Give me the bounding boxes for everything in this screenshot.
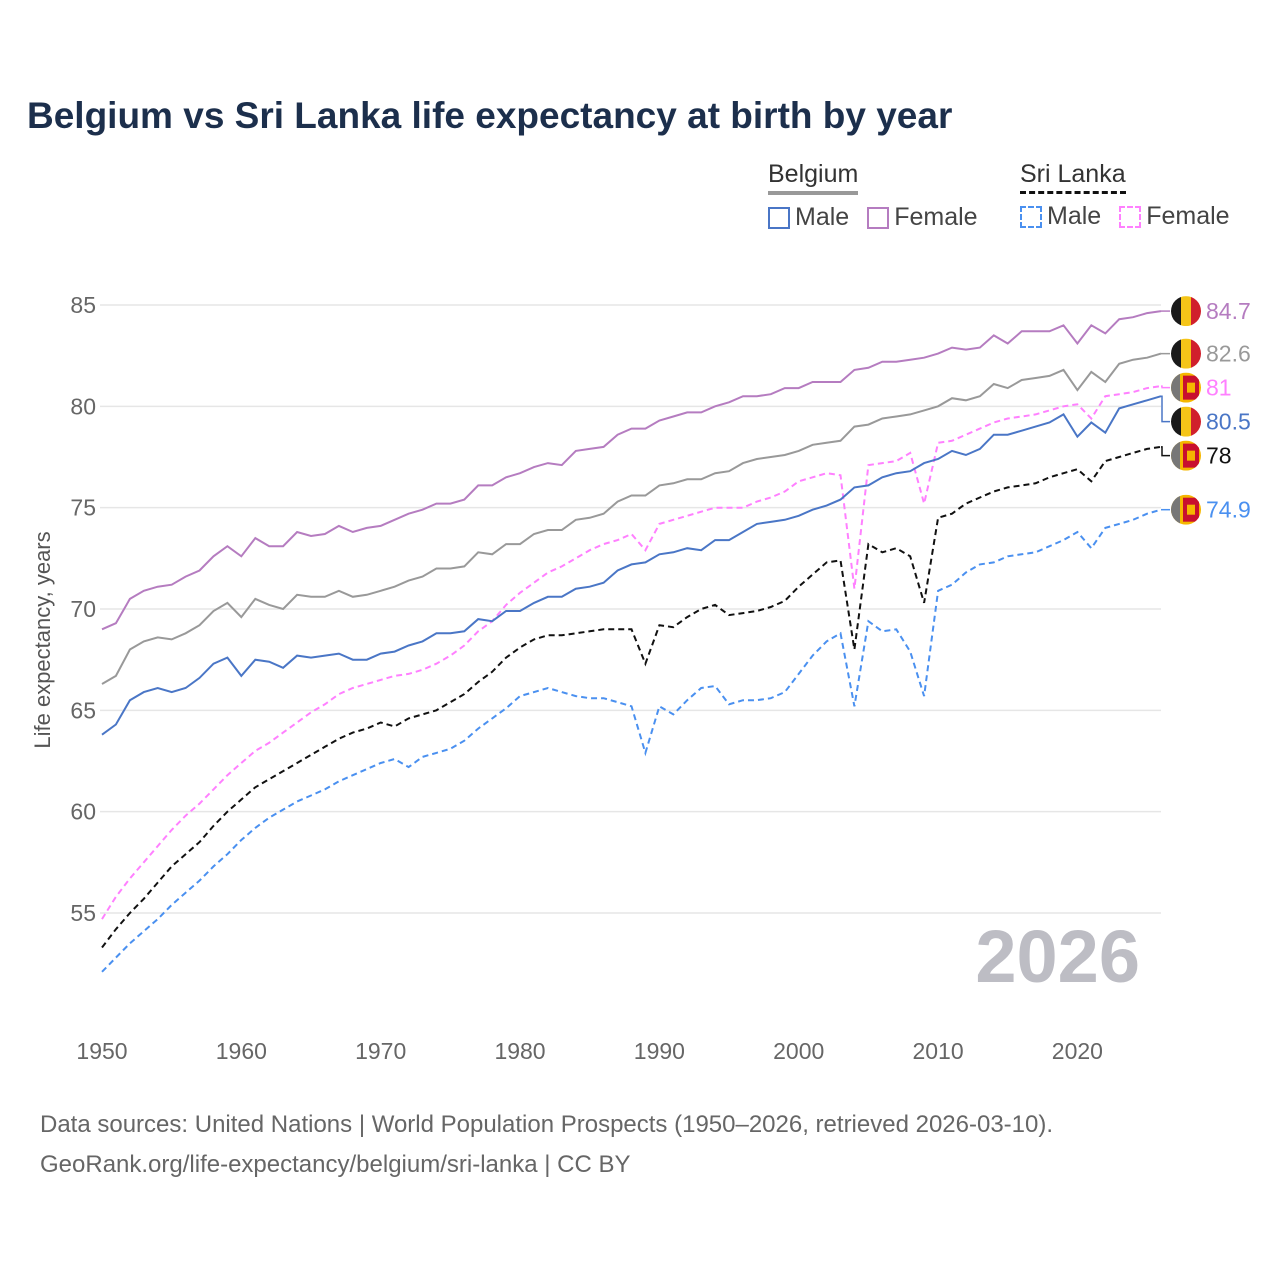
legend-swatch [768,206,790,229]
end-value-label: 82.6 [1206,341,1251,367]
end-value-label: 74.9 [1206,497,1251,523]
x-tick-label: 2010 [912,1038,963,1064]
x-tick-label: 2000 [773,1038,824,1064]
y-tick-label: 60 [70,799,96,825]
series-line-belgium-male [101,395,1162,736]
series-line-sri-lanka-female [101,385,1162,920]
flag-stripe [1191,338,1201,369]
end-value-label: 80.5 [1206,409,1251,435]
flag-body [1171,372,1201,403]
flag-body [1171,440,1201,471]
legend-sri-lanka-title: Sri Lanka [1020,160,1126,194]
label-leader [1161,446,1170,457]
series-line-sri-lanka-total [101,445,1162,949]
flag-stripe [1171,494,1180,525]
y-tick-label: 80 [70,393,96,419]
belgium-flag-icon [1171,406,1201,437]
legend-sri-lanka-female[interactable]: Female [1119,202,1230,231]
chart-title: Belgium vs Sri Lanka life expectancy at … [27,95,953,136]
source-note: Data sources: United Nations | World Pop… [40,1105,1053,1185]
series-line-belgium-female [101,310,1162,631]
series-line-belgium-total [101,352,1162,685]
legend-label: Male [1047,202,1102,230]
label-leader [1161,395,1170,423]
legend-swatch [1119,205,1142,228]
flag-body [1171,406,1201,437]
legend-belgium-female[interactable]: Female [867,203,978,232]
flag-stripe [1171,406,1181,437]
sri-lanka-flag-icon [1171,372,1201,403]
belgium-flag-icon [1171,338,1201,369]
legend-sri-lanka: Sri Lanka Male Female [1020,160,1230,231]
flag-stripe [1181,406,1191,437]
legend-sri-lanka-male[interactable]: Male [1020,202,1101,231]
y-tick-label: 55 [70,900,96,926]
legend-belgium-title: Belgium [768,160,859,195]
flag-stripe [1181,338,1191,369]
legend-swatch [867,206,890,229]
flag-body [1171,296,1201,327]
source-line: Data sources: United Nations | World Pop… [40,1111,1054,1138]
flag-stripe [1171,338,1181,369]
x-tick-label: 1970 [355,1038,406,1064]
end-value-label: 81 [1206,375,1232,401]
flag-lion [1187,382,1195,393]
belgium-flag-icon [1171,296,1201,327]
flag-body [1171,494,1201,525]
y-tick-label: 75 [70,495,96,521]
flag-lion [1187,450,1195,461]
label-leader [1161,385,1170,389]
x-tick-label: 1960 [216,1038,267,1064]
x-tick-label: 2020 [1052,1038,1103,1064]
x-tick-label: 1950 [76,1038,127,1064]
legend-label: Female [1146,202,1230,230]
flag-stripe [1181,296,1191,327]
sri-lanka-flag-icon [1171,440,1201,471]
legend-label: Female [894,203,978,231]
y-axis-label: Life expectancy, years [30,531,55,748]
flag-stripe [1171,296,1181,327]
x-tick-label: 1980 [494,1038,545,1064]
y-tick-label: 65 [70,697,96,723]
legend-belgium: Belgium Male Female [768,160,978,232]
flag-stripe [1191,406,1201,437]
series-line-sri-lanka-male [101,508,1162,973]
y-tick-label: 70 [70,596,96,622]
flag-stripe [1171,372,1180,403]
legend-swatch [1020,205,1042,228]
flag-body [1171,338,1201,369]
flag-stripe [1171,440,1180,471]
flag-stripe [1191,296,1201,327]
source-url[interactable]: GeoRank.org/life-expectancy/belgium/sri-… [40,1151,631,1178]
y-tick-label: 85 [70,292,96,318]
x-tick-label: 1990 [634,1038,685,1064]
end-value-label: 84.7 [1206,298,1251,324]
legend-label: Male [795,203,850,231]
legend-belgium-male[interactable]: Male [768,203,849,232]
year-watermark: 2026 [975,915,1140,998]
flag-lion [1187,504,1195,515]
end-value-label: 78 [1206,443,1232,469]
sri-lanka-flag-icon [1171,494,1201,525]
